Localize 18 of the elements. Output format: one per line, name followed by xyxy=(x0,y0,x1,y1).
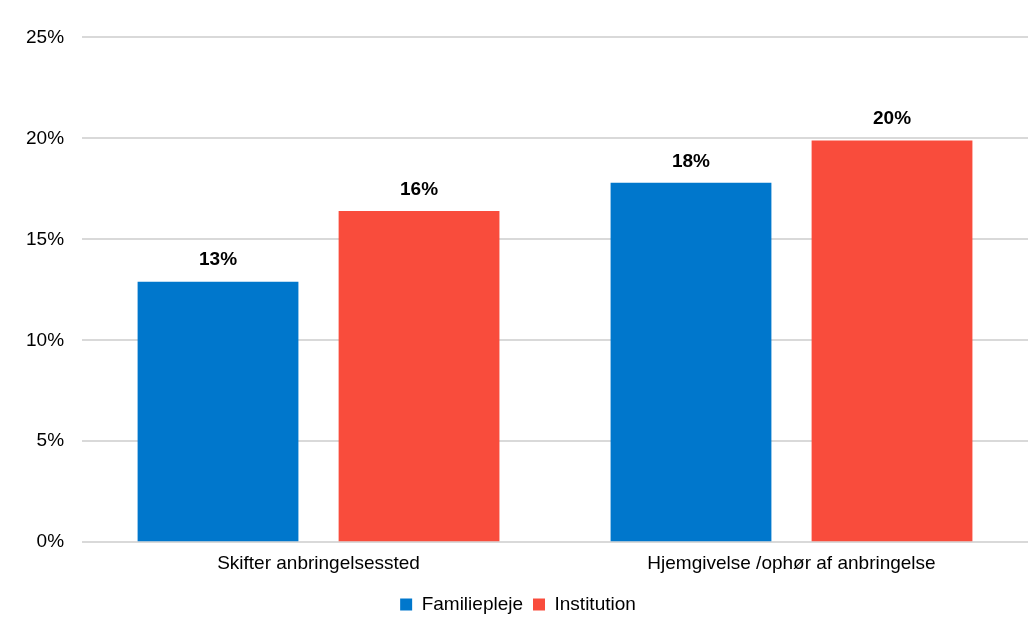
legend-label: Institution xyxy=(554,592,636,614)
bar xyxy=(137,281,299,542)
y-tick-label: 10% xyxy=(26,328,65,350)
data-label: 16% xyxy=(400,177,439,199)
y-tick-label: 25% xyxy=(26,25,65,47)
bar xyxy=(811,140,973,542)
y-tick-label: 15% xyxy=(26,227,65,249)
y-tick-label: 20% xyxy=(26,126,65,148)
bar xyxy=(610,182,772,542)
data-label: 20% xyxy=(873,107,912,129)
y-tick-label: 0% xyxy=(36,530,65,552)
data-label: 18% xyxy=(671,149,711,171)
x-tick-label: Hjemgivelse /ophør af anbringelse xyxy=(647,551,936,573)
x-tick-label: Skifter anbringelsessted xyxy=(217,551,420,573)
data-label: 13% xyxy=(199,248,238,270)
y-tick-label: 5% xyxy=(36,429,65,451)
bar xyxy=(338,211,500,542)
legend-label: Familiepleje xyxy=(421,592,524,614)
